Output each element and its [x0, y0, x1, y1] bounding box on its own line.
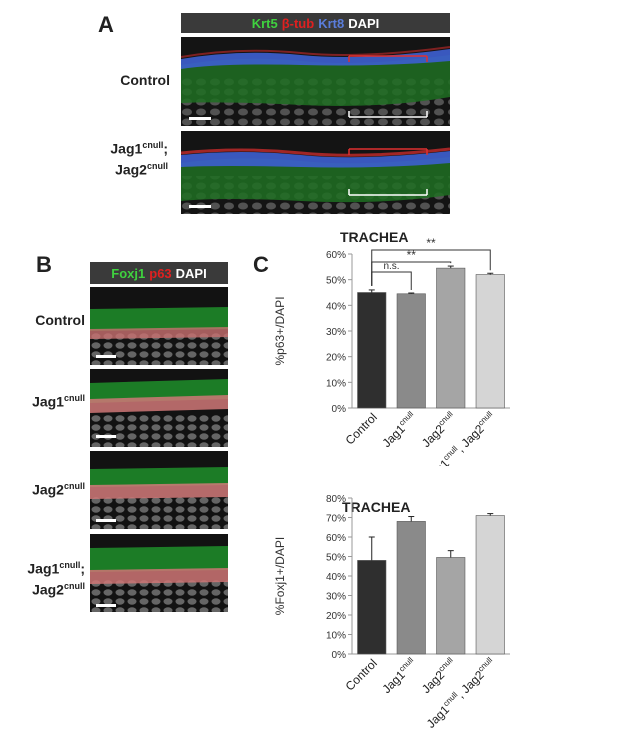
y-tick-label: 10% [326, 631, 346, 642]
bar [436, 267, 466, 409]
x-tick-label: Control [343, 656, 380, 693]
panel-b-letter: B [36, 252, 52, 277]
micrograph-a-double [181, 131, 450, 214]
micrograph-b-double [90, 534, 228, 612]
y-tick-label: 80% [326, 494, 346, 505]
y-tick-label: 40% [326, 572, 346, 583]
y-axis-label: %Foxj1+/DAPI [273, 537, 287, 615]
stain-label: p63 [149, 265, 172, 281]
p63-bar-chart: TRACHEA %p63+/DAPI 0% 10% 20% 30% 40% 50% 60% Con… [273, 229, 510, 466]
y-tick-label: 10% [326, 378, 346, 389]
y-tick-label: 70% [326, 514, 346, 525]
stain-label: DAPI [348, 15, 380, 31]
bar [475, 515, 505, 655]
stain-label: Krt8 [318, 15, 345, 31]
stain-label: β-tub [281, 15, 315, 31]
significance-label: ** [426, 236, 436, 250]
y-axis-label: %p63+/DAPI [273, 296, 287, 365]
x-tick-label: Jag1cnull, Jag2cnull [423, 655, 499, 731]
bar [357, 292, 387, 409]
stain-label: Krt5 [251, 15, 278, 31]
panel-b-row-label-double: Jag1cnull; Jag2cnull [27, 560, 85, 598]
y-tick-label: 30% [326, 592, 346, 603]
y-tick-label: 0% [332, 404, 347, 415]
x-tick-label: Control [343, 410, 380, 447]
panel-a-row-label-control: Control [120, 72, 170, 88]
significance-label: ** [407, 248, 417, 262]
x-tick-label: Jag1cnull [379, 655, 420, 696]
y-tick-label: 50% [326, 553, 346, 564]
bar [396, 293, 426, 409]
panel-b-row-label-jag2: Jag2cnull [32, 481, 85, 498]
x-tick-label: Jag1cnull [379, 409, 420, 450]
micrograph-b-control-image [90, 287, 228, 365]
y-tick-label: 20% [326, 611, 346, 622]
micrograph-b-jag1-image [90, 369, 228, 447]
scale-bar [189, 117, 211, 120]
y-tick-label: 0% [332, 650, 347, 661]
micrograph-b-double-image [90, 534, 228, 612]
bar [357, 560, 387, 655]
micrograph-b-jag2 [90, 451, 228, 529]
bar [436, 557, 466, 655]
stain-label: DAPI [175, 265, 207, 281]
y-tick-label: 60% [326, 533, 346, 544]
micrograph-b-control [90, 287, 228, 365]
panel-a-letter: A [98, 12, 114, 37]
y-tick-label: 30% [326, 327, 346, 338]
scale-bar [96, 435, 116, 438]
panel-c-letter: C [253, 252, 269, 277]
x-tick-label: Jag2cnull [418, 409, 459, 450]
micrograph-a-double-image [181, 131, 450, 214]
stain-label: Foxj1 [111, 265, 146, 281]
scale-bar [96, 519, 116, 522]
significance-bracket [371, 271, 412, 291]
y-tick-label: 50% [326, 276, 346, 287]
micrograph-a-control-image [181, 37, 450, 126]
y-tick-label: 20% [326, 353, 346, 364]
panel-a-row-label-double: Jag1cnull; Jag2cnull [110, 140, 168, 178]
panel-b-row-label-control: Control [35, 312, 85, 328]
panel-a-stain-header: Krt5 β-tub Krt8 DAPI [181, 13, 450, 33]
x-tick-label: Jag2cnull [418, 655, 459, 696]
chart-title: TRACHEA [342, 499, 410, 515]
micrograph-a-control [181, 37, 450, 126]
bar [396, 521, 426, 655]
scale-bar [189, 205, 211, 208]
y-tick-label: 40% [326, 301, 346, 312]
micrograph-b-jag1 [90, 369, 228, 447]
micrograph-b-jag2-image [90, 451, 228, 529]
y-tick-label: 60% [326, 250, 346, 261]
significance-bracket [371, 249, 491, 286]
bar [475, 274, 505, 409]
scale-bar [96, 355, 116, 358]
foxj1-bar-chart: TRACHEA %Foxj1+/DAPI 0% 10% 20% 30% 40% 50% 60% 7… [273, 494, 510, 731]
panel-b-stain-header: Foxj1 p63 DAPI [90, 262, 228, 284]
chart-title: TRACHEA [340, 229, 408, 245]
scale-bar [96, 604, 116, 607]
panel-b-row-label-jag1: Jag1cnull [32, 393, 85, 410]
significance-label: n.s. [383, 261, 399, 272]
